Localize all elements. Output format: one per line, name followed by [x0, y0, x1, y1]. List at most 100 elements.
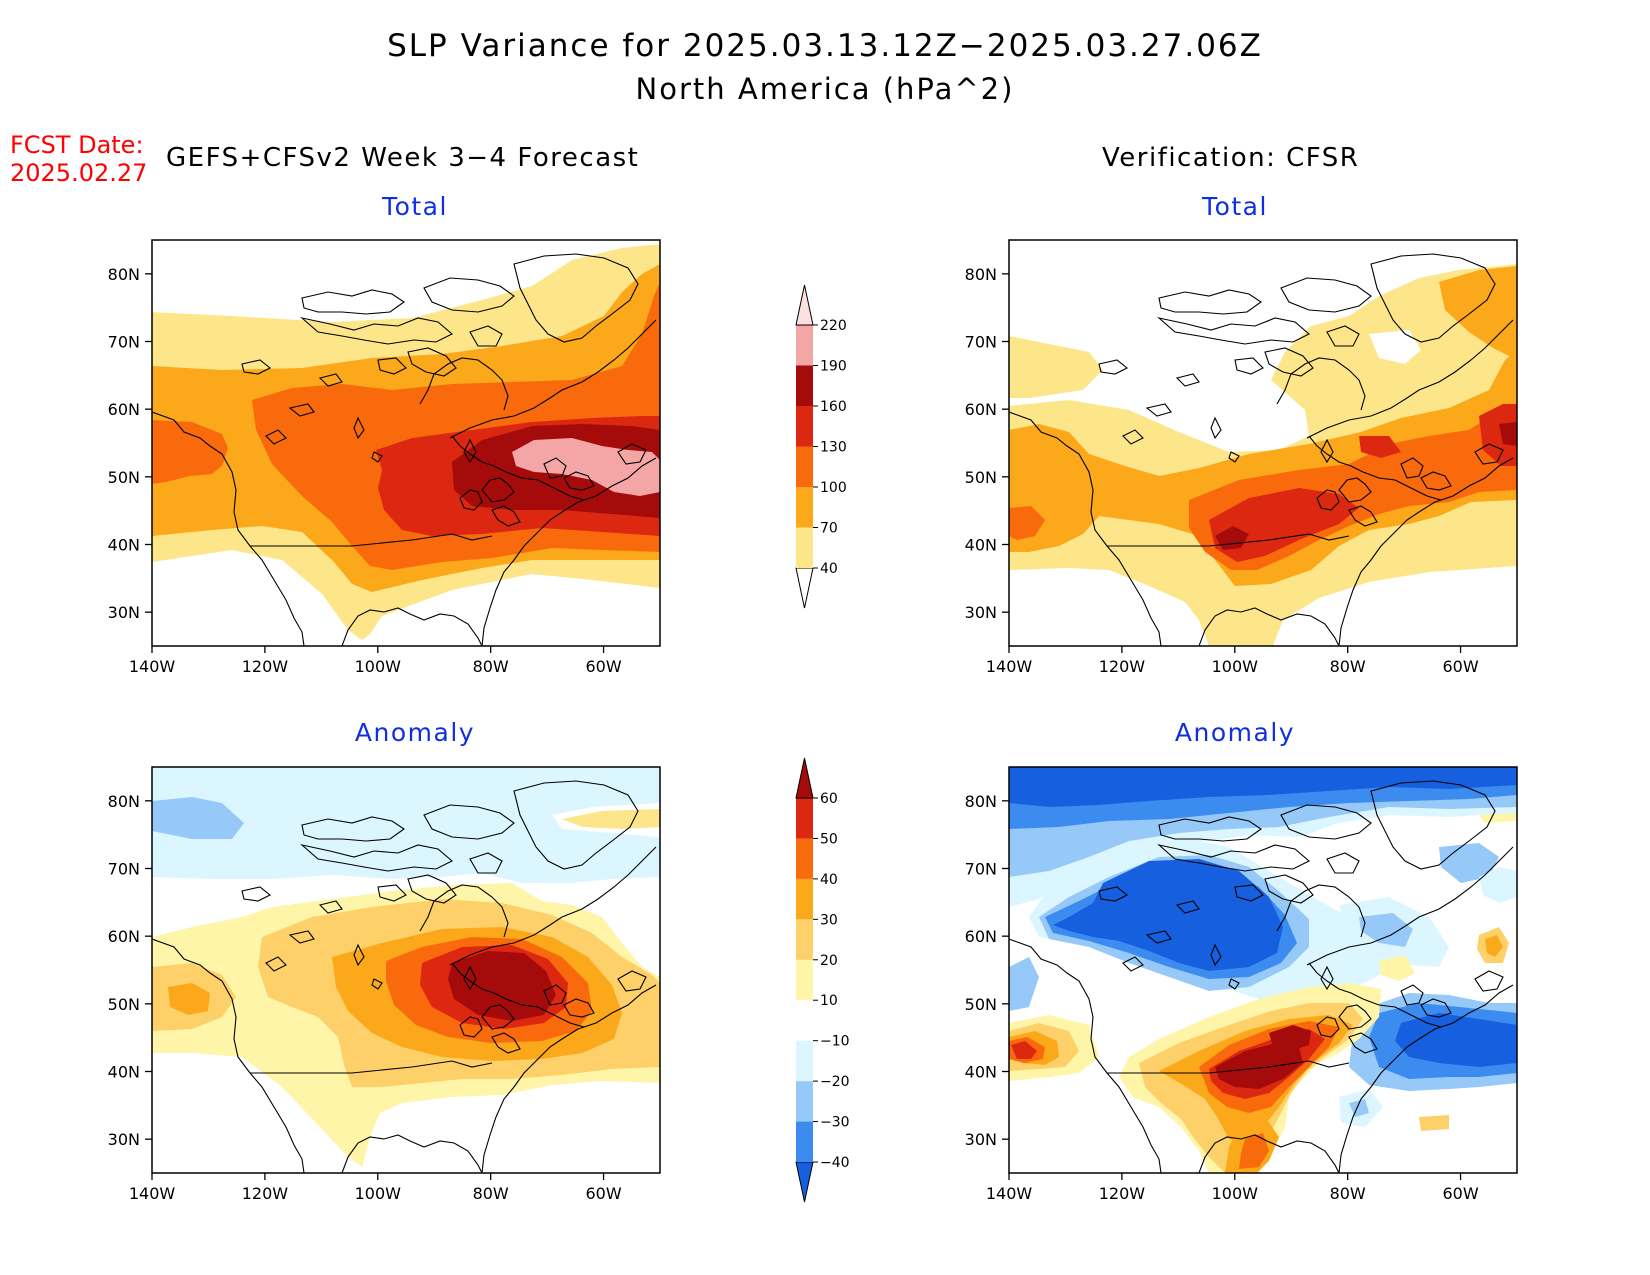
colorbar-label: 30: [820, 912, 838, 928]
colorbar-swatch: [796, 878, 813, 920]
axis-ticks: 30N 40N 50N 60N 70N 80N 140W 120W 100W 80W 60W: [965, 265, 1479, 676]
lat-tick-label: 60N: [965, 400, 997, 419]
colorbar-label: 40: [820, 872, 838, 888]
lat-tick-label: 30N: [965, 603, 997, 622]
lon-tick-label: 60W: [1442, 1184, 1478, 1203]
lon-tick-label: 120W: [242, 1184, 289, 1203]
colorbar-label: 10: [820, 993, 838, 1009]
lat-tick-label: 40N: [965, 1063, 997, 1082]
forecast-anomaly-label: Anomaly: [354, 718, 476, 747]
lon-tick-label: 60W: [585, 1184, 621, 1203]
axis-ticks: 30N 40N 50N 60N 70N 80N 140W 120W 100W 80W 60W: [108, 265, 622, 676]
lon-tick-label: 140W: [986, 657, 1033, 676]
colorbar-swatch: [796, 798, 813, 839]
colorbar-swatch: [796, 959, 813, 1001]
panel-forecast-anomaly: 30N 40N 50N 60N 70N 80N 140W 120W 100W 80W 60W: [108, 766, 661, 1203]
lat-tick-label: 60N: [108, 400, 140, 419]
lon-tick-label: 140W: [986, 1184, 1033, 1203]
colorbar-swatch: [796, 1000, 813, 1041]
lat-tick-label: 50N: [965, 468, 997, 487]
colorbar-low-arrow: [795, 567, 814, 609]
colorbar-swatch: [796, 1121, 813, 1162]
verification-header: Verification: CFSR: [1102, 143, 1360, 173]
fcst-date: 2025.02.27: [10, 159, 148, 187]
lat-tick-label: 80N: [108, 265, 140, 284]
colorbar-swatch: [796, 487, 813, 528]
lon-tick-label: 120W: [1099, 657, 1146, 676]
lat-tick-label: 30N: [108, 603, 140, 622]
colorbar-label: 130: [820, 440, 847, 456]
verification-anomaly-label: Anomaly: [1174, 718, 1296, 747]
lat-tick-label: 30N: [965, 1130, 997, 1149]
colorbar-swatch: [796, 406, 813, 447]
map-frame: [151, 239, 661, 647]
panel-forecast-total: 30N 40N 50N 60N 70N 80N 140W 120W 100W 80W 60W: [108, 239, 661, 676]
colorbar-label: 20: [820, 953, 838, 969]
forecast-anomaly-map: [152, 767, 660, 1173]
lon-tick-label: 100W: [355, 1184, 402, 1203]
colorbar-label: 50: [820, 831, 838, 847]
lat-tick-label: 50N: [965, 995, 997, 1014]
lon-tick-label: 80W: [473, 657, 509, 676]
lat-tick-label: 80N: [108, 792, 140, 811]
lon-tick-label: 100W: [355, 657, 402, 676]
lat-tick-label: 70N: [108, 860, 140, 879]
colorbar-label: 100: [820, 480, 847, 496]
verification-total-map: [1009, 240, 1517, 646]
lat-tick-label: 40N: [108, 536, 140, 555]
forecast-header: GEFS+CFSv2 Week 3−4 Forecast: [166, 143, 640, 173]
lon-tick-label: 100W: [1212, 657, 1259, 676]
colorbar-label: −30: [820, 1115, 850, 1131]
lon-tick-label: 100W: [1212, 1184, 1259, 1203]
colorbar-label: 60: [820, 791, 838, 807]
panel-verification-anomaly: 30N 40N 50N 60N 70N 80N 140W 120W 100W 80W 60W: [965, 766, 1518, 1203]
panel-verification-total: 30N 40N 50N 60N 70N 80N 140W 120W 100W 80W 60W: [965, 239, 1518, 676]
colorbar-high-arrow: [795, 284, 814, 326]
map-frame: [1008, 766, 1518, 1174]
colorbar-label: −40: [820, 1155, 850, 1171]
lat-tick-label: 60N: [108, 927, 140, 946]
colorbar-label: −10: [820, 1034, 850, 1050]
colorbar-label: 160: [820, 399, 847, 415]
lat-tick-label: 80N: [965, 265, 997, 284]
figure-title: SLP Variance for 2025.03.13.12Z−2025.03.…: [387, 28, 1263, 64]
colorbar-high-arrow: [795, 757, 814, 799]
lon-tick-label: 80W: [1330, 1184, 1366, 1203]
lat-tick-label: 50N: [108, 468, 140, 487]
colorbar-total: 40 70 100 130 160 190 220: [795, 284, 847, 609]
map-frame: [1008, 239, 1518, 647]
lat-tick-label: 70N: [965, 860, 997, 879]
map-frame: [151, 766, 661, 1174]
colorbar-swatch: [796, 1040, 813, 1082]
colorbar-swatch: [796, 919, 813, 960]
colorbar-anomaly: −40 −30 −20 −10 10 20 30 40 50 60: [795, 757, 850, 1203]
lon-tick-label: 60W: [585, 657, 621, 676]
colorbar-low-arrow: [795, 1161, 814, 1203]
lat-tick-label: 70N: [965, 333, 997, 352]
lon-tick-label: 140W: [129, 657, 176, 676]
lat-tick-label: 50N: [108, 995, 140, 1014]
colorbar-swatch: [796, 446, 813, 487]
lat-tick-label: 70N: [108, 333, 140, 352]
axis-ticks: 30N 40N 50N 60N 70N 80N 140W 120W 100W 80W 60W: [108, 792, 622, 1203]
colorbar-swatch: [796, 1081, 813, 1122]
lat-tick-label: 40N: [108, 1063, 140, 1082]
colorbar-label: 220: [820, 318, 847, 334]
lon-tick-label: 80W: [473, 1184, 509, 1203]
forecast-total-map: [152, 240, 660, 646]
lon-tick-label: 140W: [129, 1184, 176, 1203]
colorbar-label: 70: [820, 521, 838, 537]
colorbar-label: −20: [820, 1074, 850, 1090]
lat-tick-label: 30N: [108, 1130, 140, 1149]
verification-total-label: Total: [1202, 192, 1268, 221]
verification-anomaly-map: [1009, 767, 1517, 1173]
colorbar-swatch: [796, 838, 813, 879]
lon-tick-label: 120W: [1099, 1184, 1146, 1203]
colorbar-swatch: [796, 365, 813, 406]
lat-tick-label: 80N: [965, 792, 997, 811]
lat-tick-label: 60N: [965, 927, 997, 946]
lat-tick-label: 40N: [965, 536, 997, 555]
fcst-label: FCST Date:: [10, 131, 144, 159]
lon-tick-label: 80W: [1330, 657, 1366, 676]
figure-subtitle: North America (hPa^2): [635, 72, 1015, 106]
